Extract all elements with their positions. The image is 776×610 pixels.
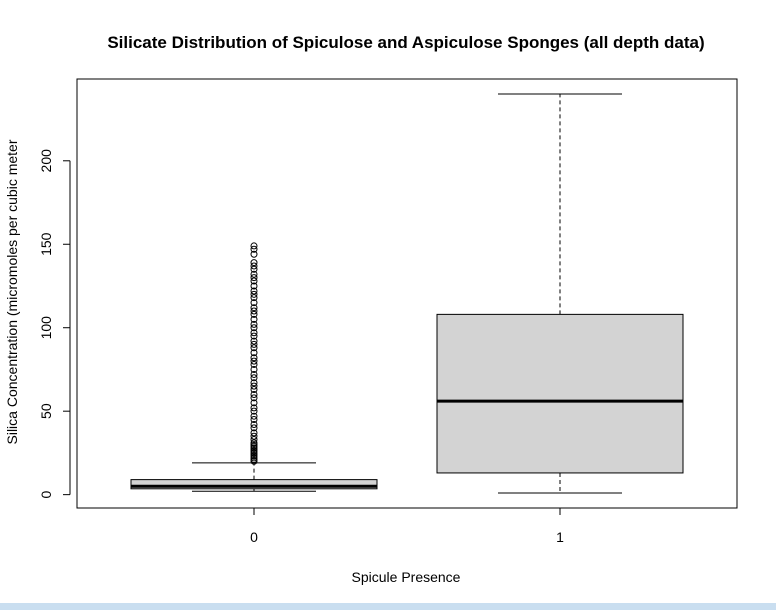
outlier-point [250,332,258,340]
outlier-point [250,307,258,315]
outlier-point [250,404,258,412]
outlier-point [250,282,258,290]
y-axis: 0 50 100 150 200 [38,149,71,499]
outlier-point [250,370,258,378]
outlier-point [250,439,258,447]
outlier-point [250,277,258,285]
outlier-point [250,432,258,440]
plot-frame [76,78,738,509]
chart-title: Silicate Distribution of Spiculose and A… [107,33,704,52]
outlier-point [250,382,258,390]
outlier-point [250,360,258,368]
outlier-point [250,329,258,337]
y-tick-label: 0 [38,491,54,499]
y-tick-label: 150 [38,232,54,256]
outlier-point [250,412,258,420]
outlier-point [250,245,258,253]
outlier-point [250,287,258,295]
outlier-point [250,265,258,273]
outlier-point [250,379,258,387]
outlier-point [250,242,258,250]
outlier-point [250,416,258,424]
box-group-1 [436,93,684,494]
x-tick-label: 0 [250,529,258,545]
outlier-point [250,399,258,407]
outlier-point [250,349,258,357]
outlier-point [250,390,258,398]
y-tick-label: 200 [38,149,54,173]
outlier-point [250,320,258,328]
outlier-point [250,365,258,373]
x-tick-label: 1 [556,529,564,545]
outlier-point [250,385,258,393]
outlier-point [250,324,258,332]
iqr-box [130,479,378,490]
plot-area [130,93,684,494]
outlier-point [250,429,258,437]
outlier-point [250,394,258,402]
outlier-point [250,315,258,323]
outlier-point [250,250,258,258]
outlier-point [250,407,258,415]
outlier-point [250,421,258,429]
outlier-point [250,290,258,298]
outlier-point [250,274,258,282]
outlier-point [250,299,258,307]
outlier-point [250,374,258,382]
x-axis-label: Spicule Presence [352,569,461,585]
iqr-box [436,313,684,474]
outlier-point [250,294,258,302]
y-tick-label: 50 [38,403,54,419]
y-tick-label: 100 [38,316,54,340]
outlier-point [250,344,258,352]
box-group-0 [130,242,378,492]
outlier-point [250,337,258,345]
outlier-point [250,270,258,278]
outlier-point [250,304,258,312]
outlier-point [250,436,258,444]
outlier-point [250,262,258,270]
outlier-point [250,424,258,432]
outlier-point [250,310,258,318]
outlier-point [250,340,258,348]
outlier-point [250,259,258,267]
y-axis-label: Silica Concentration (micromoles per cub… [4,139,20,444]
outlier-point [250,354,258,362]
outlier-point [250,357,258,365]
window-bottom-border [0,603,776,610]
